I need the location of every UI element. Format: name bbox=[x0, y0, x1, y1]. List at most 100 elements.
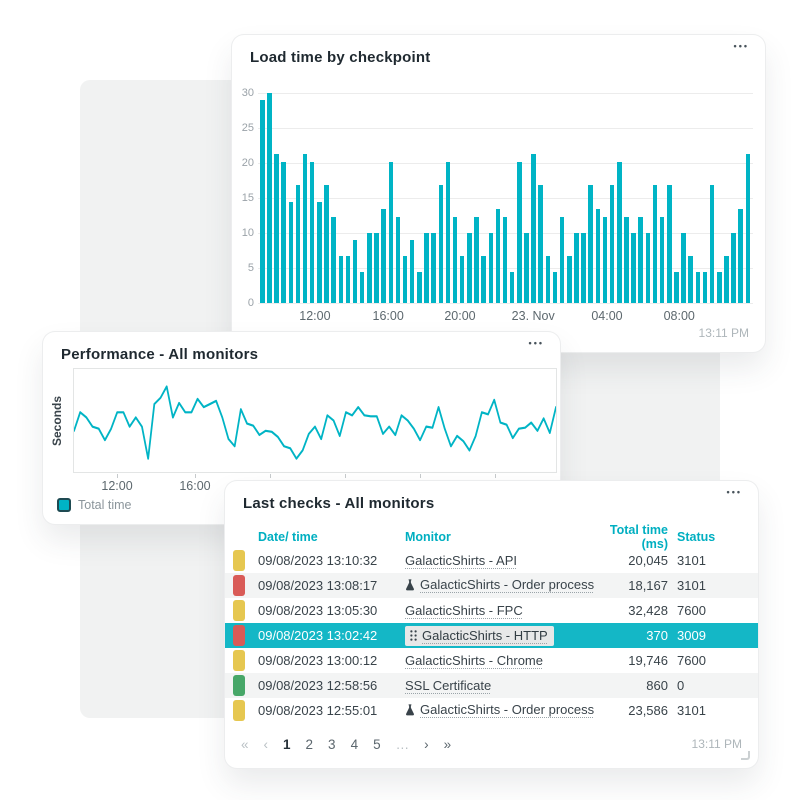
table-row[interactable]: 09/08/2023 13:00:12 GalacticShirts - Chr… bbox=[225, 648, 758, 673]
bar[interactable] bbox=[345, 256, 351, 303]
bar[interactable] bbox=[467, 233, 472, 303]
check-datetime: 09/08/2023 13:10:32 bbox=[258, 553, 378, 568]
bar[interactable] bbox=[502, 216, 508, 303]
bar[interactable] bbox=[645, 233, 651, 303]
pagination-last-page[interactable]: » bbox=[443, 736, 452, 752]
bar[interactable] bbox=[274, 153, 279, 303]
pagination-next-page[interactable]: › bbox=[424, 736, 429, 752]
bar[interactable] bbox=[309, 162, 315, 303]
bar[interactable] bbox=[588, 185, 593, 303]
bar[interactable] bbox=[709, 185, 715, 303]
bar[interactable] bbox=[609, 185, 615, 303]
bar[interactable] bbox=[424, 233, 429, 303]
bar[interactable] bbox=[474, 216, 479, 303]
bar[interactable] bbox=[559, 216, 565, 303]
bar[interactable] bbox=[538, 185, 543, 303]
col-header-date[interactable]: Date/ time bbox=[258, 530, 318, 544]
pagination-page[interactable]: 3 bbox=[328, 736, 336, 752]
bar[interactable] bbox=[417, 271, 422, 303]
bar[interactable] bbox=[459, 256, 465, 303]
bar[interactable] bbox=[667, 185, 672, 303]
pagination-page[interactable]: 2 bbox=[305, 736, 314, 752]
monitor-link[interactable]: GalacticShirts - HTTP bbox=[422, 627, 548, 643]
bar[interactable] bbox=[317, 201, 322, 303]
monitor-link[interactable]: GalacticShirts - Order process bbox=[420, 577, 595, 593]
bar[interactable] bbox=[574, 233, 579, 303]
bar[interactable] bbox=[388, 162, 394, 303]
bar[interactable] bbox=[595, 209, 601, 303]
table-row[interactable]: 09/08/2023 13:02:42 GalacticShirts - HTT… bbox=[225, 623, 758, 648]
bar[interactable] bbox=[295, 185, 301, 303]
bar[interactable] bbox=[602, 216, 608, 303]
bar[interactable] bbox=[260, 100, 265, 303]
bar[interactable] bbox=[324, 185, 329, 303]
more-menu-icon[interactable]: ••• bbox=[733, 41, 749, 51]
bar[interactable] bbox=[695, 271, 701, 303]
monitor-link[interactable]: GalacticShirts - Order process bbox=[420, 702, 595, 718]
col-header-monitor[interactable]: Monitor bbox=[405, 530, 451, 544]
bar[interactable] bbox=[331, 216, 336, 303]
bar[interactable] bbox=[545, 256, 551, 303]
bar[interactable] bbox=[731, 233, 736, 303]
col-header-total-time[interactable]: Total time (ms) bbox=[609, 523, 668, 551]
bar[interactable] bbox=[552, 271, 558, 303]
pagination-page[interactable]: 4 bbox=[350, 736, 359, 752]
bar[interactable] bbox=[509, 271, 515, 303]
bar[interactable] bbox=[702, 271, 708, 303]
pagination-page[interactable]: 5 bbox=[373, 736, 381, 752]
bar[interactable] bbox=[688, 256, 693, 303]
bar[interactable] bbox=[524, 233, 529, 303]
bar[interactable] bbox=[267, 93, 272, 303]
bar[interactable] bbox=[681, 233, 686, 303]
bar[interactable] bbox=[395, 216, 401, 303]
bar[interactable] bbox=[724, 256, 729, 303]
table-row[interactable]: 09/08/2023 13:05:30 GalacticShirts - FPC… bbox=[225, 598, 758, 623]
bar[interactable] bbox=[409, 240, 415, 303]
bar[interactable] bbox=[281, 162, 286, 303]
monitor-link[interactable]: GalacticShirts - Chrome bbox=[405, 653, 543, 668]
bar[interactable] bbox=[745, 153, 751, 303]
bar[interactable] bbox=[581, 233, 586, 303]
bar[interactable] bbox=[567, 256, 572, 303]
bar[interactable] bbox=[288, 201, 294, 303]
table-row[interactable]: 09/08/2023 12:58:56 SSL Certificate 860 … bbox=[225, 673, 758, 698]
bar[interactable] bbox=[402, 256, 408, 303]
bar[interactable] bbox=[481, 256, 486, 303]
bar[interactable] bbox=[631, 233, 636, 303]
bar[interactable] bbox=[624, 216, 629, 303]
bar[interactable] bbox=[638, 216, 643, 303]
bar[interactable] bbox=[452, 216, 458, 303]
bar[interactable] bbox=[531, 153, 536, 303]
table-row[interactable]: 09/08/2023 12:55:01 GalacticShirts - Ord… bbox=[225, 698, 758, 723]
bar[interactable] bbox=[617, 162, 622, 303]
bar[interactable] bbox=[367, 233, 372, 303]
table-row[interactable]: 09/08/2023 13:08:17 GalacticShirts - Ord… bbox=[225, 573, 758, 598]
bar[interactable] bbox=[338, 256, 344, 303]
monitor-link[interactable]: GalacticShirts - API bbox=[405, 553, 517, 568]
bar[interactable] bbox=[495, 209, 501, 303]
bar[interactable] bbox=[438, 185, 444, 303]
bar[interactable] bbox=[652, 185, 658, 303]
bar[interactable] bbox=[431, 233, 436, 303]
bar[interactable] bbox=[352, 240, 358, 303]
resize-handle-icon[interactable] bbox=[741, 751, 750, 760]
pagination-page[interactable]: 1 bbox=[283, 736, 291, 752]
bar[interactable] bbox=[302, 153, 308, 303]
more-menu-icon[interactable]: ••• bbox=[726, 487, 742, 497]
bar[interactable] bbox=[717, 271, 722, 303]
bar[interactable] bbox=[488, 233, 493, 303]
bar[interactable] bbox=[659, 216, 665, 303]
col-header-status[interactable]: Status bbox=[677, 530, 716, 544]
table-row[interactable]: 09/08/2023 13:10:32 GalacticShirts - API… bbox=[225, 548, 758, 573]
bar[interactable] bbox=[381, 209, 386, 303]
bar[interactable] bbox=[517, 162, 522, 303]
more-menu-icon[interactable]: ••• bbox=[528, 338, 544, 348]
y-tick-label: 0 bbox=[247, 297, 254, 309]
bar[interactable] bbox=[674, 271, 679, 303]
monitor-link[interactable]: SSL Certificate bbox=[405, 678, 492, 693]
bar[interactable] bbox=[738, 209, 743, 303]
bar[interactable] bbox=[374, 233, 379, 303]
bar[interactable] bbox=[445, 162, 451, 303]
monitor-link[interactable]: GalacticShirts - FPC bbox=[405, 603, 523, 618]
bar[interactable] bbox=[359, 271, 365, 303]
